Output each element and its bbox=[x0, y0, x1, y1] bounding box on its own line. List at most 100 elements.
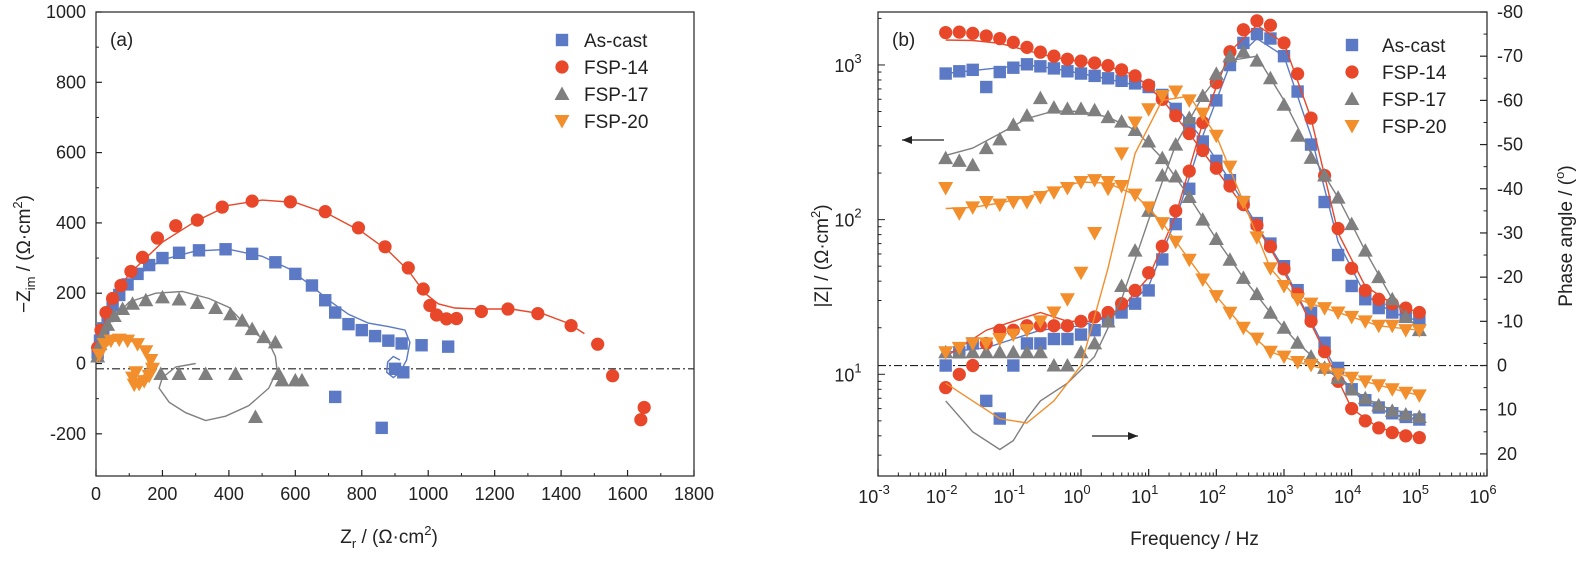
y-tick-label-a: -200 bbox=[50, 424, 86, 444]
phase-point bbox=[1087, 226, 1103, 241]
impedance-point bbox=[1128, 69, 1142, 83]
x-tick-exp: -2 bbox=[946, 482, 958, 497]
data-point-a bbox=[439, 312, 454, 326]
phase-point bbox=[1100, 182, 1116, 197]
phase-point bbox=[1059, 293, 1075, 307]
data-point-a bbox=[256, 329, 272, 344]
impedance-point bbox=[1088, 56, 1102, 70]
x-tick-exp: 1 bbox=[1151, 482, 1158, 497]
data-point-a bbox=[115, 301, 131, 316]
phase-point bbox=[951, 341, 967, 356]
y-right-tick-label-b: 10 bbox=[1497, 400, 1517, 420]
impedance-point bbox=[1074, 54, 1088, 68]
phase-point bbox=[1005, 328, 1021, 343]
panel-a: 0 200 400 600 800 1000 1200 1400 1600 1800 -200 0 20… bbox=[10, 2, 714, 551]
data-point-a bbox=[223, 306, 239, 321]
legend-marker-a bbox=[555, 60, 569, 74]
plot-frame-a bbox=[95, 11, 695, 477]
data-point-a bbox=[441, 340, 455, 353]
data-point-a bbox=[228, 366, 244, 381]
phase-point bbox=[978, 337, 994, 351]
data-point-a bbox=[415, 339, 428, 352]
impedance-point bbox=[1384, 403, 1400, 417]
legend-label-b: As-cast bbox=[1382, 36, 1446, 57]
data-point-a bbox=[169, 219, 183, 233]
phase-point bbox=[1073, 344, 1089, 359]
data-point-a bbox=[637, 400, 651, 415]
phase-point bbox=[1005, 344, 1021, 359]
arrow-head bbox=[1128, 432, 1138, 440]
x-tick-exp: 5 bbox=[1422, 482, 1429, 497]
phase-point bbox=[1262, 262, 1278, 276]
phase-point bbox=[1398, 324, 1414, 338]
impedance-point bbox=[1195, 212, 1211, 226]
phase-point bbox=[1317, 168, 1333, 182]
data-point-a bbox=[150, 231, 165, 245]
impedance-point bbox=[1115, 74, 1128, 87]
phase-point bbox=[978, 344, 994, 359]
data-point-a bbox=[329, 390, 342, 404]
x-tick-base: 10 bbox=[926, 487, 946, 507]
impedance-point bbox=[1208, 231, 1224, 245]
impedance-point bbox=[992, 131, 1008, 146]
data-point-a bbox=[144, 362, 160, 377]
panel-label-b: (b) bbox=[892, 30, 915, 51]
data-point-a bbox=[397, 366, 410, 379]
panel-b: 10-3 10-2 10-1 100 101 102 103 104 105 1061011021… bbox=[808, 2, 1577, 550]
data-point-a bbox=[634, 413, 648, 427]
impedance-point bbox=[1059, 101, 1075, 115]
phase-point bbox=[1345, 279, 1358, 293]
phase-point bbox=[1073, 266, 1089, 281]
phase-point bbox=[1168, 85, 1184, 100]
y-left-tick-label-b: 102 bbox=[834, 206, 861, 231]
x-tick-label-b: 102 bbox=[1199, 482, 1226, 507]
x-tick-base: 10 bbox=[1266, 487, 1286, 507]
x-tick-label-a: 1200 bbox=[475, 484, 515, 504]
phase-point bbox=[1181, 110, 1197, 125]
impedance-point bbox=[1032, 90, 1048, 105]
phase-point bbox=[1019, 344, 1035, 359]
x-axis-label-a: Zr / (Ω·cm2) bbox=[340, 523, 438, 551]
phase-point bbox=[1046, 306, 1062, 320]
impedance-point bbox=[1317, 345, 1332, 359]
phase-point bbox=[1060, 319, 1075, 333]
phase-point bbox=[1371, 269, 1387, 284]
data-point-a bbox=[135, 250, 150, 264]
impedance-point bbox=[1262, 345, 1278, 360]
phase-point bbox=[1114, 278, 1130, 292]
data-point-a bbox=[128, 366, 144, 380]
phase-point bbox=[992, 344, 1008, 359]
phase-point bbox=[1101, 305, 1115, 320]
phase-point bbox=[1317, 302, 1333, 316]
phase-point bbox=[1357, 315, 1373, 329]
x-tick-base: 10 bbox=[1469, 487, 1489, 507]
impedance-point bbox=[978, 196, 994, 210]
impedance-point bbox=[1317, 363, 1333, 377]
impedance-point bbox=[1345, 402, 1359, 416]
data-point-a bbox=[368, 329, 382, 343]
phase-point bbox=[1303, 150, 1319, 164]
x-tick-label-b: 103 bbox=[1266, 482, 1293, 507]
y-tick-base: 10 bbox=[834, 56, 854, 76]
phase-point bbox=[1412, 305, 1426, 320]
phase-point bbox=[1304, 111, 1318, 125]
series-a-fsp-20: FSP-20 bbox=[91, 112, 648, 393]
impedance-point bbox=[1005, 196, 1021, 210]
x-tick-base: 10 bbox=[1402, 487, 1422, 507]
y-left-label-close: ) bbox=[812, 204, 833, 210]
impedance-point bbox=[1290, 356, 1306, 370]
phase-point bbox=[1384, 319, 1400, 334]
phase-point bbox=[1318, 195, 1331, 209]
x-tick-label-b: 106 bbox=[1469, 482, 1496, 507]
phase-point bbox=[1195, 107, 1211, 122]
impedance-point bbox=[1357, 390, 1373, 405]
data-point-a bbox=[351, 221, 366, 235]
x-tick-base: 10 bbox=[1334, 487, 1354, 507]
data-point-a bbox=[416, 282, 430, 296]
data-point-a bbox=[219, 243, 232, 256]
phase-point bbox=[1263, 18, 1278, 32]
impedance-point bbox=[1020, 40, 1034, 54]
impedance-point bbox=[1222, 306, 1238, 321]
legend-marker-a bbox=[554, 115, 570, 129]
phase-point bbox=[1330, 190, 1346, 204]
